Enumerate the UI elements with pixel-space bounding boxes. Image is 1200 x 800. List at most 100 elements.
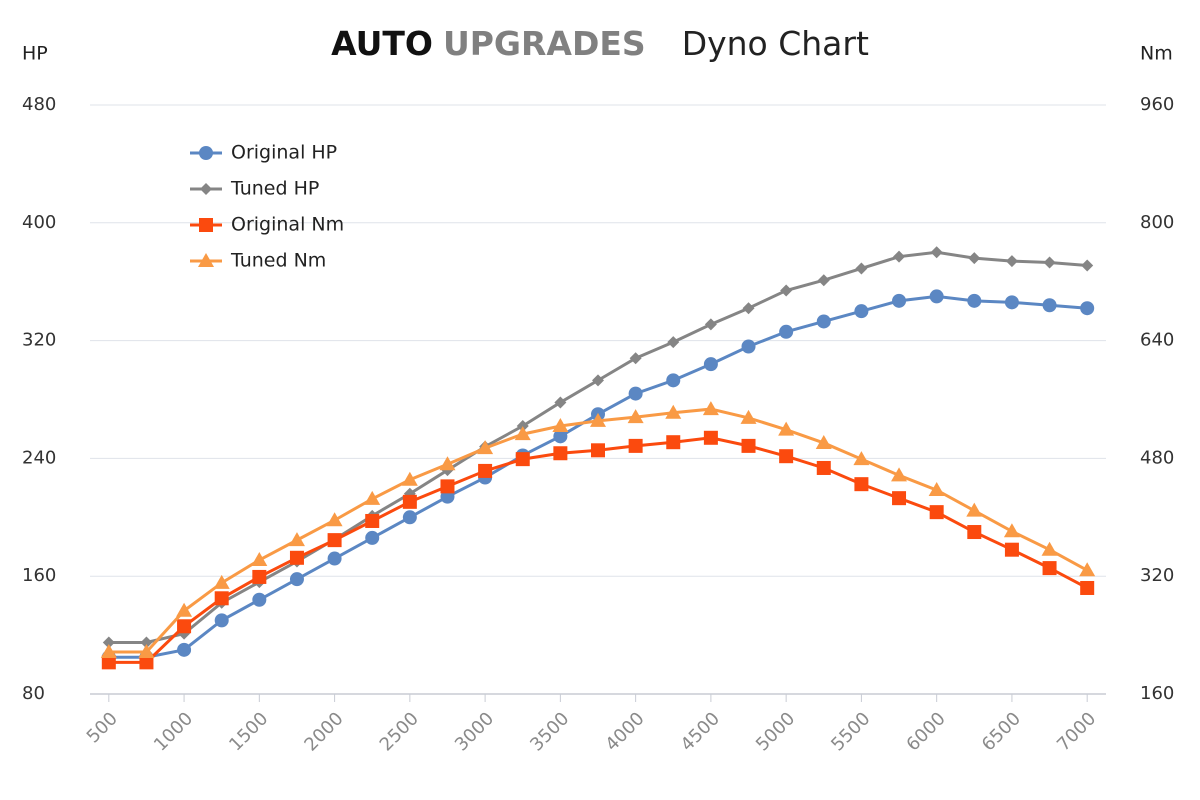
- marker: [1041, 541, 1058, 556]
- marker: [854, 477, 869, 492]
- x-tick-label: 2500: [376, 708, 423, 755]
- marker: [967, 293, 982, 308]
- marker: [138, 644, 155, 659]
- marker: [930, 246, 943, 259]
- marker: [365, 513, 380, 528]
- marker: [590, 412, 606, 427]
- x-tick-label: 3000: [451, 708, 498, 755]
- marker: [1042, 298, 1057, 313]
- y-tick-label: 400: [22, 212, 56, 233]
- marker: [1004, 542, 1019, 557]
- marker: [200, 183, 212, 195]
- legend-label: Original Nm: [231, 214, 344, 236]
- series: [101, 430, 1095, 670]
- marker: [740, 409, 757, 424]
- series: [100, 401, 1096, 659]
- marker: [703, 357, 718, 372]
- marker: [214, 591, 229, 606]
- chart-title: AUTO UPGRADES Dyno Chart: [331, 24, 869, 63]
- marker: [779, 449, 794, 464]
- series-line: [108, 436, 1088, 664]
- series: [101, 289, 1095, 665]
- marker: [554, 396, 567, 409]
- marker: [1042, 561, 1057, 576]
- marker: [592, 374, 604, 387]
- marker: [815, 434, 832, 449]
- marker: [666, 373, 681, 388]
- marker: [1080, 580, 1095, 595]
- marker: [439, 456, 456, 471]
- marker: [1003, 523, 1020, 538]
- marker: [102, 636, 115, 649]
- marker: [892, 293, 907, 308]
- marker: [628, 386, 643, 401]
- marker: [140, 636, 153, 649]
- y2-tick-label: 320: [1140, 565, 1174, 586]
- legend-item: Original Nm: [190, 214, 344, 236]
- y2-axis-label: Nm: [1140, 43, 1173, 65]
- x-tick-label: 7000: [1053, 708, 1100, 755]
- marker: [666, 435, 681, 450]
- marker: [629, 352, 642, 365]
- x-tick-label: 4000: [601, 708, 648, 755]
- legend-item: Tuned HP: [190, 178, 319, 200]
- marker: [251, 552, 268, 567]
- marker: [327, 533, 342, 548]
- y2-tick-label: 800: [1140, 212, 1174, 233]
- title-brand-2: UPGRADES: [443, 24, 646, 63]
- marker: [853, 451, 870, 466]
- x-tick-label: 5500: [827, 708, 874, 755]
- x-tick-label: 5000: [752, 708, 799, 755]
- marker: [101, 655, 116, 670]
- marker: [703, 430, 718, 445]
- marker: [214, 613, 229, 628]
- y-tick-label: 160: [22, 565, 56, 586]
- x-tick-label: 4500: [677, 708, 724, 755]
- marker: [1004, 295, 1019, 310]
- marker: [968, 252, 981, 265]
- x-tick-label: 1500: [225, 708, 272, 755]
- marker: [177, 642, 192, 657]
- title-brand-1: AUTO: [331, 24, 433, 63]
- legend-item: Original HP: [190, 142, 337, 164]
- marker: [402, 510, 417, 525]
- marker: [667, 336, 680, 349]
- y-tick-label: 80: [22, 683, 45, 704]
- marker: [929, 505, 944, 520]
- y2-tick-label: 960: [1140, 94, 1174, 115]
- marker: [704, 318, 717, 331]
- marker: [1005, 255, 1018, 268]
- marker: [817, 274, 830, 287]
- x-tick-label: 6500: [978, 708, 1025, 755]
- x-tick-label: 2000: [300, 708, 347, 755]
- y2-tick-label: 160: [1140, 683, 1174, 704]
- x-tick-label: 6000: [902, 708, 949, 755]
- marker: [1081, 259, 1094, 272]
- marker: [1080, 301, 1095, 316]
- marker: [100, 644, 117, 659]
- marker: [198, 253, 214, 267]
- marker: [966, 502, 983, 517]
- marker: [1043, 256, 1056, 269]
- marker: [289, 572, 304, 587]
- marker: [742, 302, 755, 315]
- marker: [627, 409, 644, 424]
- marker: [177, 619, 192, 634]
- y-axis-label: HP: [22, 43, 48, 65]
- marker: [967, 525, 982, 540]
- y2-tick-label: 640: [1140, 330, 1174, 351]
- marker: [327, 551, 342, 566]
- marker: [288, 532, 305, 547]
- marker: [891, 467, 908, 482]
- marker: [199, 146, 213, 160]
- marker: [516, 420, 529, 433]
- marker: [401, 471, 418, 486]
- marker: [252, 569, 267, 584]
- marker: [893, 250, 906, 263]
- marker: [552, 418, 569, 433]
- legend-label: Tuned Nm: [230, 250, 326, 272]
- y2-tick-label: 480: [1140, 447, 1174, 468]
- marker: [213, 574, 230, 589]
- marker: [854, 304, 869, 319]
- marker: [553, 429, 568, 444]
